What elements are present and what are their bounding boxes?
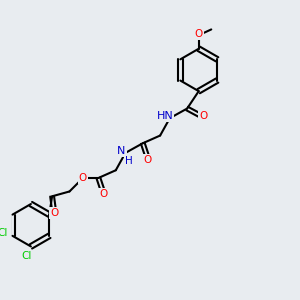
Text: H: H <box>125 156 133 166</box>
Text: O: O <box>143 154 152 165</box>
Text: O: O <box>79 173 87 183</box>
Text: Cl: Cl <box>0 228 8 238</box>
Text: O: O <box>195 29 203 39</box>
Text: O: O <box>99 189 107 200</box>
Text: O: O <box>50 208 58 218</box>
Text: N: N <box>117 146 126 156</box>
Text: O: O <box>200 111 208 121</box>
Text: Cl: Cl <box>21 251 31 261</box>
Text: HN: HN <box>157 111 173 121</box>
